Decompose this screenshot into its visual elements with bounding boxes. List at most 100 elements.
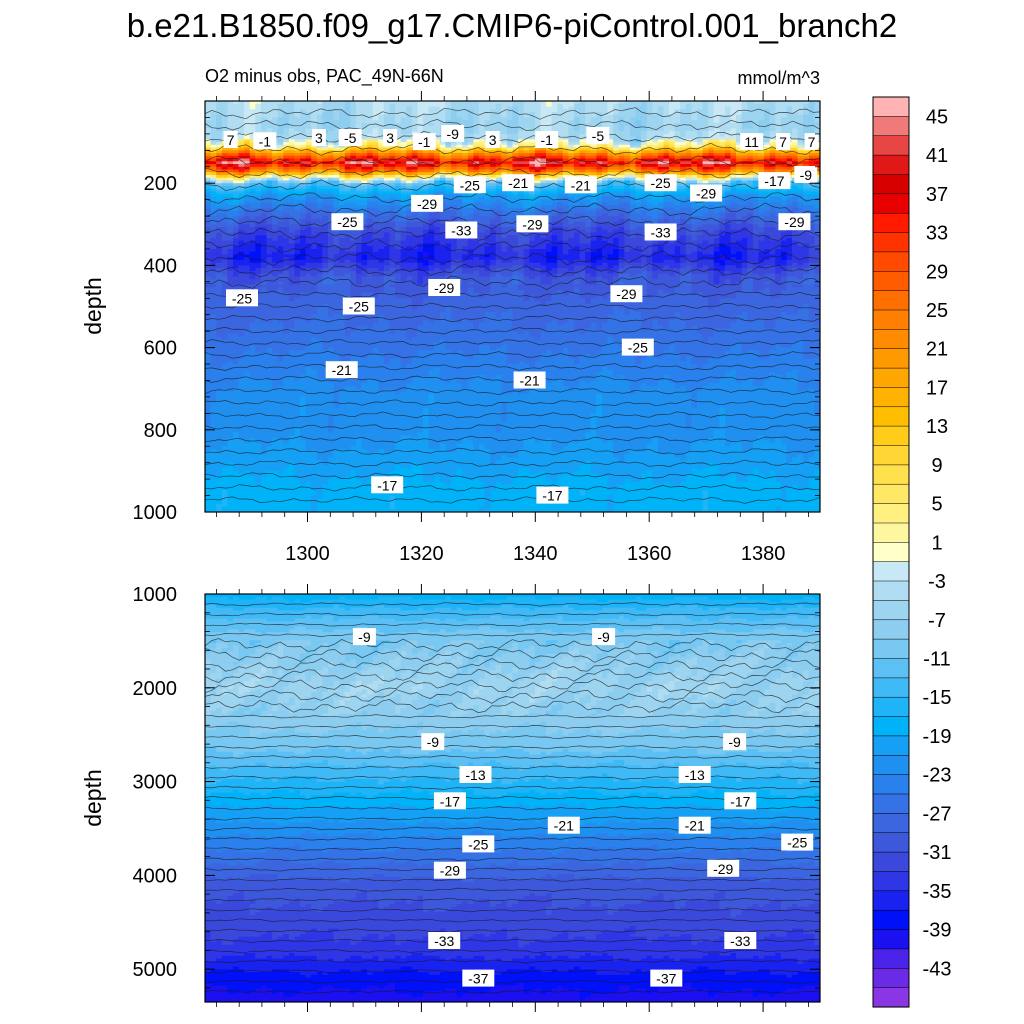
field-cell bbox=[283, 391, 290, 395]
field-cell bbox=[311, 481, 318, 486]
field-cell bbox=[227, 333, 234, 338]
field-cell bbox=[244, 339, 251, 343]
field-cell bbox=[260, 265, 268, 269]
field-cell bbox=[311, 177, 318, 181]
field-cell bbox=[205, 273, 212, 277]
field-cell bbox=[266, 342, 273, 346]
field-cell bbox=[316, 147, 323, 151]
field-cell bbox=[288, 199, 296, 203]
field-cell bbox=[210, 492, 217, 497]
field-cell bbox=[216, 364, 223, 368]
field-cell bbox=[227, 325, 234, 329]
field-cell bbox=[294, 328, 301, 332]
field-cell bbox=[216, 377, 223, 381]
field-cell bbox=[249, 191, 256, 195]
field-cell bbox=[205, 259, 212, 264]
field-cell bbox=[238, 449, 245, 453]
field-cell bbox=[277, 391, 284, 395]
field-cell bbox=[221, 355, 228, 360]
field-cell bbox=[305, 320, 312, 324]
chart-title: b.e21.B1850.f09_g17.CMIP6-piControl.001_… bbox=[127, 7, 898, 44]
field-cell bbox=[311, 183, 318, 187]
field-cell bbox=[277, 440, 284, 445]
field-cell bbox=[255, 372, 262, 376]
field-cell bbox=[272, 372, 279, 376]
field-cell bbox=[249, 188, 256, 192]
field-cell bbox=[266, 413, 273, 417]
field-cell bbox=[249, 454, 256, 458]
field-cell bbox=[277, 183, 284, 187]
field-cell bbox=[266, 498, 273, 502]
field-cell bbox=[216, 336, 223, 340]
field-cell bbox=[227, 309, 234, 313]
field-cell bbox=[316, 432, 323, 436]
field-cell bbox=[300, 314, 307, 318]
field-cell bbox=[210, 117, 217, 121]
field-cell bbox=[205, 322, 212, 327]
field-cell bbox=[305, 158, 312, 162]
field-cell bbox=[283, 361, 290, 365]
field-cell bbox=[233, 394, 240, 398]
field-cell bbox=[300, 243, 307, 247]
field-cell bbox=[300, 273, 307, 277]
field-cell bbox=[316, 229, 323, 234]
field-cell bbox=[283, 166, 290, 171]
field-cell bbox=[255, 407, 262, 412]
field-cell bbox=[288, 131, 296, 135]
field-cell bbox=[294, 361, 301, 365]
field-cell bbox=[244, 109, 251, 113]
field-cell bbox=[311, 490, 318, 494]
field-cell bbox=[238, 246, 245, 250]
field-cell bbox=[221, 322, 228, 327]
field-cell bbox=[311, 388, 318, 392]
field-cell bbox=[227, 320, 234, 324]
field-cell bbox=[277, 501, 284, 505]
field-cell bbox=[266, 301, 273, 305]
field-cell bbox=[266, 490, 273, 494]
field-cell bbox=[249, 459, 256, 464]
field-cell bbox=[255, 227, 262, 231]
field-cell bbox=[260, 317, 268, 321]
field-cell bbox=[260, 199, 268, 203]
field-cell bbox=[305, 180, 312, 184]
field-cell bbox=[294, 402, 301, 406]
field-cell bbox=[255, 298, 262, 302]
field-cell bbox=[300, 177, 307, 181]
field-cell bbox=[227, 380, 234, 384]
field-cell bbox=[255, 476, 262, 480]
field-cell bbox=[305, 205, 312, 209]
field-cell bbox=[288, 501, 296, 505]
field-cell bbox=[221, 490, 228, 494]
field-cell bbox=[205, 476, 212, 480]
field-cell bbox=[316, 476, 323, 480]
field-cell bbox=[249, 268, 256, 272]
field-cell bbox=[277, 213, 284, 217]
field-cell bbox=[311, 353, 318, 357]
field-cell bbox=[300, 281, 307, 286]
field-cell bbox=[316, 268, 323, 272]
field-cell bbox=[233, 405, 240, 409]
field-cell bbox=[322, 183, 329, 187]
field-cell bbox=[294, 183, 301, 187]
field-cell bbox=[227, 322, 234, 327]
field-cell bbox=[322, 238, 329, 242]
field-cell bbox=[205, 457, 212, 461]
field-cell bbox=[294, 391, 301, 395]
field-cell bbox=[210, 402, 217, 406]
field-cell bbox=[255, 249, 262, 253]
field-cell bbox=[294, 462, 301, 466]
field-cell bbox=[221, 501, 228, 505]
field-cell bbox=[244, 490, 251, 494]
field-cell bbox=[221, 451, 228, 455]
field-cell bbox=[249, 375, 256, 379]
field-cell bbox=[233, 259, 240, 264]
field-cell bbox=[283, 372, 290, 376]
field-cell bbox=[272, 164, 279, 168]
field-cell bbox=[244, 254, 251, 258]
field-cell bbox=[272, 350, 279, 354]
field-cell bbox=[227, 169, 234, 173]
field-cell bbox=[260, 202, 268, 206]
field-cell bbox=[294, 353, 301, 357]
field-cell bbox=[244, 114, 251, 118]
field-cell bbox=[283, 306, 290, 310]
